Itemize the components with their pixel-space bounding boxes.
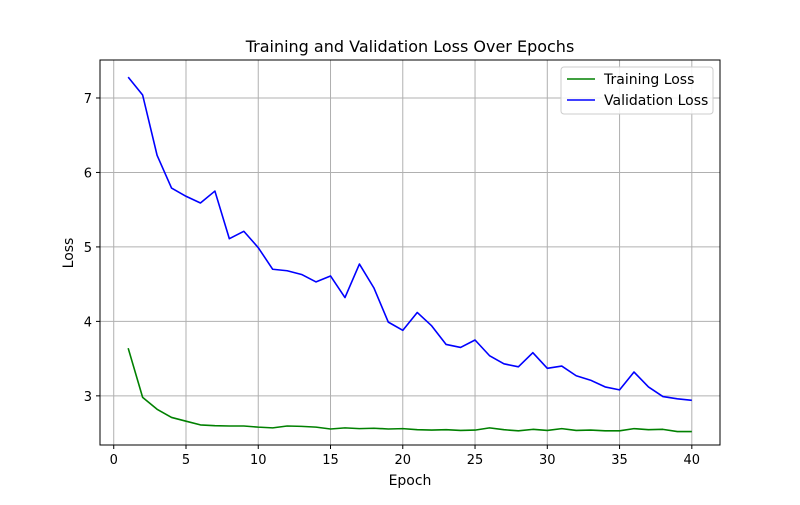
x-tick-label: 30 [539,453,556,468]
legend: Training Loss Validation Loss [560,66,714,115]
x-tick-label: 25 [467,453,484,468]
y-tick-label: 4 [84,315,92,330]
chart-title: Training and Validation Loss Over Epochs [245,37,575,56]
x-tick-label: 35 [611,453,628,468]
legend-box [560,66,714,115]
training-loss-line [127,347,692,433]
x-tick-label: 20 [395,453,412,468]
y-tick-label: 3 [84,390,92,405]
plot-background [100,60,720,445]
x-tick-label: 10 [250,453,267,468]
y-axis-label: Loss [61,238,77,269]
ticks: 0 5 10 15 20 25 30 35 40 3 4 5 6 7 [84,92,700,468]
legend-label-validation-loss: Validation Loss [604,93,708,109]
x-axis-label: Epoch [389,473,432,489]
y-tick-label: 5 [84,241,92,256]
y-tick-label: 7 [84,92,92,107]
series-layer [127,76,692,433]
x-tick-label: 40 [684,453,701,468]
y-tick-label: 6 [84,166,92,181]
legend-label-training-loss: Training Loss [603,72,694,88]
x-tick-label: 5 [182,453,190,468]
x-tick-label: 15 [322,453,339,468]
validation-loss-line [127,76,692,402]
plot-frame [99,59,721,446]
x-tick-label: 0 [110,453,118,468]
